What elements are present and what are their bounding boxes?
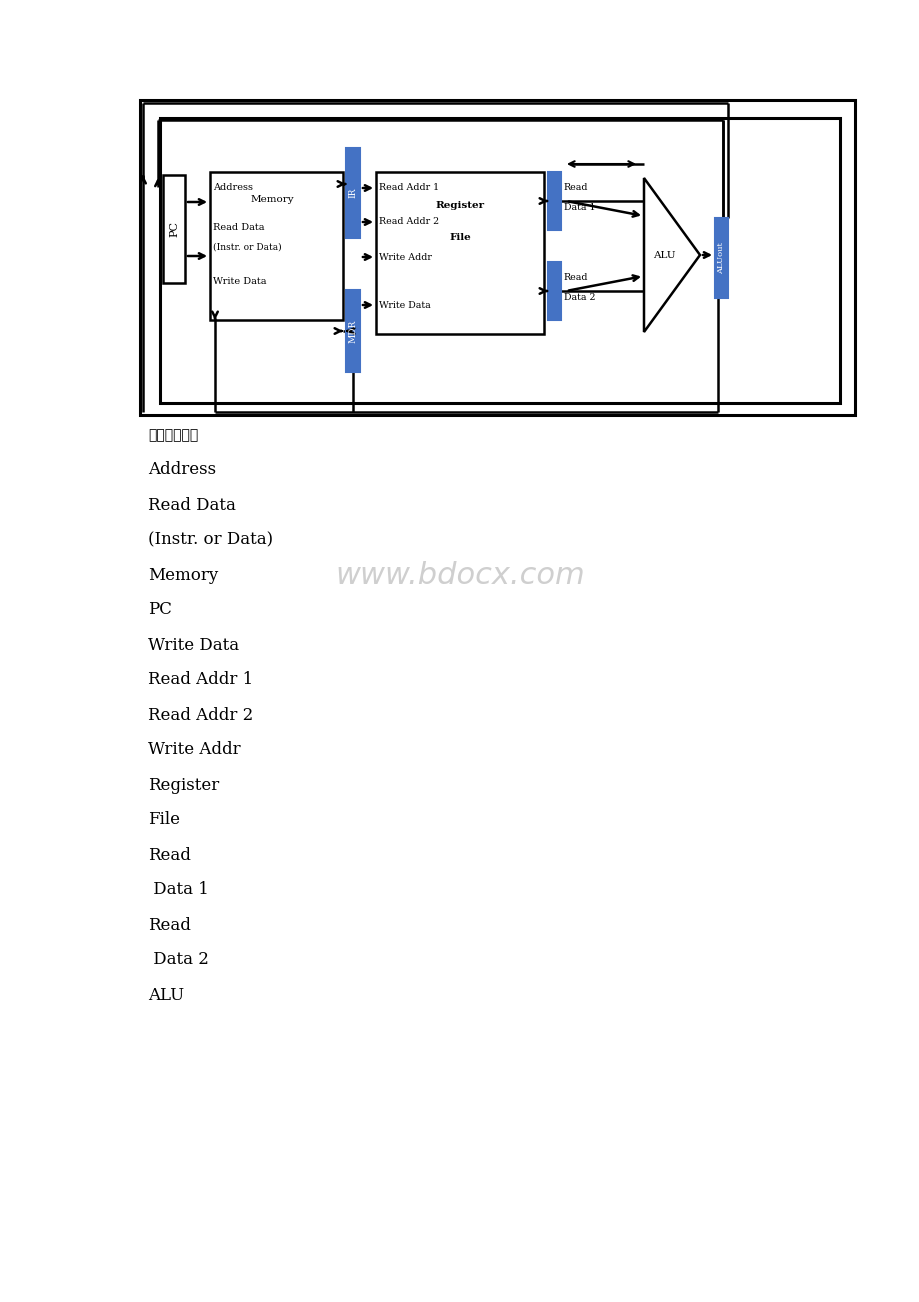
Text: ALU: ALU	[652, 250, 675, 259]
Text: Read Data: Read Data	[213, 223, 265, 232]
Text: Write Data: Write Data	[213, 277, 267, 286]
Bar	[163, 174, 185, 283]
Text: Write Addr: Write Addr	[379, 253, 431, 262]
Text: (Instr. or Data): (Instr. or Data)	[148, 531, 273, 548]
Text: Memory: Memory	[251, 195, 294, 204]
Text: Register: Register	[148, 776, 219, 793]
Text: Data 2: Data 2	[148, 952, 209, 969]
Text: PC: PC	[169, 221, 179, 237]
Text: Data 1: Data 1	[563, 203, 595, 211]
Text: Memory: Memory	[148, 566, 218, 583]
Text: File: File	[448, 233, 471, 241]
Bar	[210, 172, 343, 320]
Text: Data 2: Data 2	[563, 293, 595, 302]
Text: ALU: ALU	[148, 987, 184, 1004]
Text: ALUout: ALUout	[717, 242, 725, 273]
Text: Data 1: Data 1	[148, 881, 209, 898]
Text: MDR: MDR	[348, 319, 357, 342]
Text: Read: Read	[563, 182, 588, 191]
Text: Address: Address	[148, 461, 216, 479]
Text: Read Addr 2: Read Addr 2	[379, 217, 438, 227]
Text: Read Addr 1: Read Addr 1	[379, 184, 438, 193]
Bar	[548, 172, 561, 230]
Text: Register: Register	[435, 201, 484, 210]
Bar	[376, 172, 543, 335]
Bar	[140, 100, 854, 415]
Text: Write Data: Write Data	[379, 301, 430, 310]
Text: File: File	[148, 811, 180, 828]
Text: Read Addr 1: Read Addr 1	[148, 672, 253, 689]
Text: Read: Read	[148, 846, 190, 863]
Text: Write Data: Write Data	[148, 637, 239, 654]
Polygon shape	[643, 178, 699, 332]
Text: (Instr. or Data): (Instr. or Data)	[213, 242, 281, 251]
Bar	[346, 148, 359, 238]
Text: Write Addr: Write Addr	[148, 742, 241, 759]
Text: 增加时钟控制: 增加时钟控制	[148, 428, 198, 441]
Text: Read: Read	[563, 272, 588, 281]
Text: Read: Read	[148, 917, 190, 934]
Text: PC: PC	[148, 602, 172, 618]
Bar	[346, 290, 359, 372]
Text: IR: IR	[348, 187, 357, 198]
Bar	[714, 217, 727, 298]
Text: www.bdocx.com: www.bdocx.com	[335, 560, 584, 590]
Text: Read Data: Read Data	[148, 496, 235, 513]
Text: Read Addr 2: Read Addr 2	[148, 707, 253, 724]
Bar	[548, 262, 561, 320]
Bar	[160, 118, 839, 404]
Text: Address: Address	[213, 184, 253, 193]
